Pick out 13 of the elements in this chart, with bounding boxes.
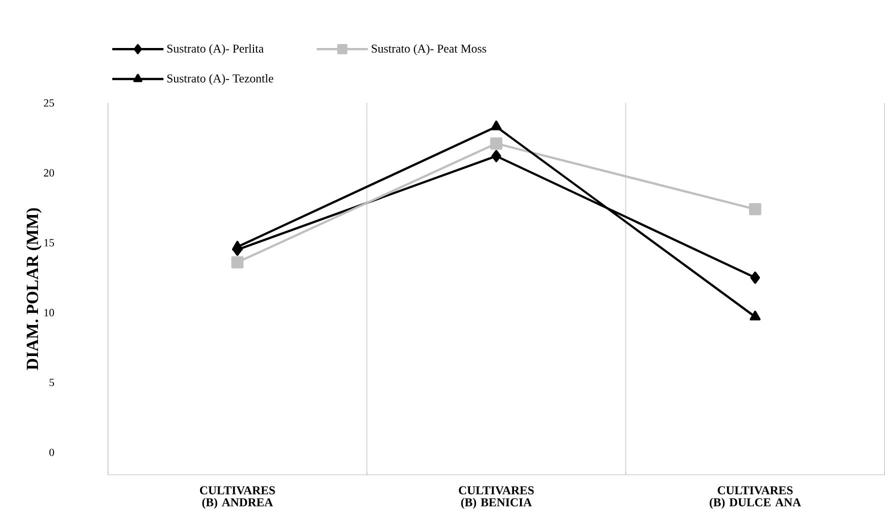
x-tick-label: CULTIVARES (B) ANDREA: [200, 486, 275, 509]
y-tick-label: 5: [50, 378, 54, 386]
legend-label: Sustrato (A)- Tezontle: [167, 74, 274, 86]
x-tick-label: CULTIVARES (B) BENICIA: [458, 486, 534, 509]
y-tick-label: 25: [44, 99, 54, 107]
y-axis-title: DIAM. POLAR (MM): [26, 208, 42, 370]
x-tick-label: CULTIVARES (B) DULCE ANA: [710, 486, 802, 509]
y-tick-label: 20: [44, 169, 54, 177]
y-tick-label: 10: [44, 309, 54, 316]
legend-label: Sustrato (A)- Perlita: [167, 44, 264, 56]
y-tick-label: 0: [49, 448, 54, 456]
legend-label: Sustrato (A)- Peat Moss: [372, 44, 486, 56]
y-tick-label: 15: [44, 239, 54, 247]
